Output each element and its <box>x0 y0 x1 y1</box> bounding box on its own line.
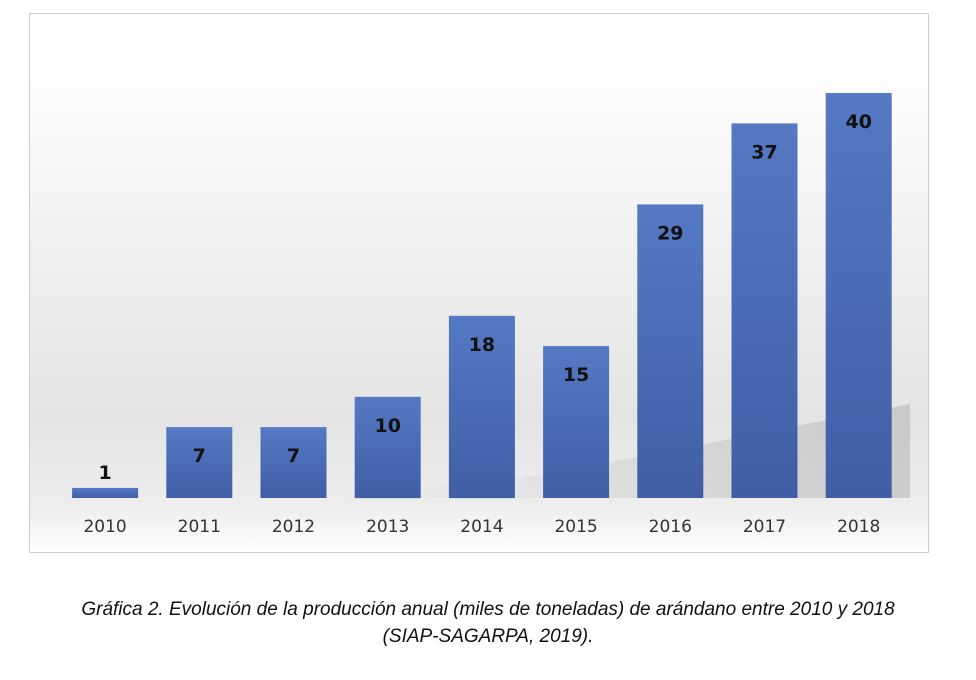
bar-2014 <box>448 315 515 499</box>
data-label-2013: 10 <box>374 415 400 437</box>
caption-line-1: Gráfica 2. Evolución de la producción an… <box>81 599 895 620</box>
x-tick-label-2016: 2016 <box>649 517 692 537</box>
data-label-2016: 29 <box>657 222 683 244</box>
bar-2017 <box>731 123 798 499</box>
bars-layer <box>72 93 892 499</box>
bar-2016 <box>637 204 704 498</box>
data-label-2014: 18 <box>469 334 495 356</box>
x-tick-label-2014: 2014 <box>460 517 503 537</box>
data-label-2010: 1 <box>98 462 111 484</box>
bar-2013 <box>354 396 421 499</box>
data-label-2012: 7 <box>287 445 300 467</box>
bar-2018 <box>825 93 892 498</box>
x-tick-label-2013: 2013 <box>366 517 409 537</box>
bar-2012 <box>260 427 327 498</box>
data-label-2017: 37 <box>751 141 777 163</box>
bar-chart: 1 7 7 10 18 15 29 37 40 2010 2011 2012 2013 2014 2015… <box>72 93 910 537</box>
figure-caption: Gráfica 2. Evolución de la producción an… <box>0 596 976 650</box>
data-labels-layer: 1 7 7 10 18 15 29 37 40 <box>98 111 871 484</box>
chart-frame: 1 7 7 10 18 15 29 37 40 2010 2011 2012 2013 2014 2015… <box>29 13 929 553</box>
data-label-2015: 15 <box>563 364 589 386</box>
x-tick-label-2018: 2018 <box>837 517 880 537</box>
bar-2010 <box>72 487 139 498</box>
x-tick-label-2015: 2015 <box>554 517 597 537</box>
bar-2015 <box>543 346 610 498</box>
caption-line-2: (SIAP-SAGARPA, 2019). <box>382 626 594 647</box>
data-label-2018: 40 <box>845 111 871 133</box>
bar-2011 <box>166 427 233 498</box>
x-tick-label-2012: 2012 <box>272 517 315 537</box>
x-tick-label-2010: 2010 <box>83 517 126 537</box>
x-axis-tick-labels: 2010 2011 2012 2013 2014 2015 2016 2017 2018 <box>83 517 880 537</box>
data-label-2011: 7 <box>193 445 206 467</box>
x-tick-label-2017: 2017 <box>743 517 786 537</box>
x-tick-label-2011: 2011 <box>178 517 221 537</box>
